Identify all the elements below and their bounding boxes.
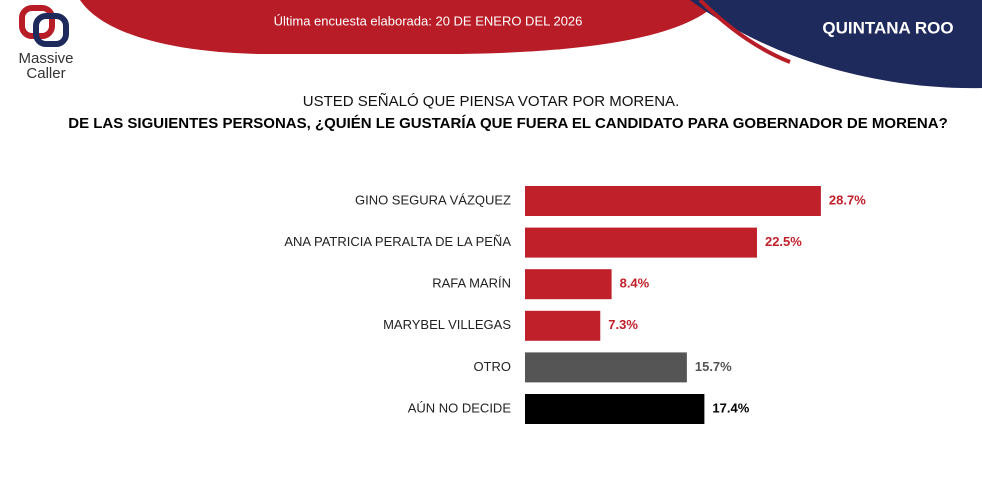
region: QUINTANA ROO	[822, 18, 953, 37]
logo-text: Caller	[26, 65, 65, 82]
category-label: RAFA MARÍN	[432, 276, 511, 291]
category-label: GINO SEGURA VÁZQUEZ	[355, 192, 511, 207]
bar	[525, 310, 601, 341]
bar	[525, 269, 612, 300]
survey-date: Última encuesta elaborada: 20 DE ENERO D…	[274, 13, 583, 28]
category-label: AÚN NO DECIDE	[408, 400, 512, 415]
value-label: 22.5%	[765, 234, 802, 249]
category-label: MARYBEL VILLEGAS	[383, 317, 511, 332]
value-label: 8.4%	[620, 276, 650, 291]
logo-icon	[19, 5, 69, 47]
header-wave	[80, 0, 720, 54]
bar	[525, 352, 687, 383]
category-label: ANA PATRICIA PERALTA DE LA PEÑA	[284, 234, 511, 249]
bar	[525, 227, 757, 258]
chart-title: DE LAS SIGUIENTES PERSONAS, ¿QUIÉN LE GU…	[68, 115, 948, 132]
value-label: 17.4%	[712, 400, 749, 415]
bar	[525, 186, 821, 216]
value-label: 7.3%	[608, 317, 638, 332]
chart-subtitle: USTED SEÑALÓ QUE PIENSA VOTAR POR MORENA…	[303, 93, 679, 110]
region-swoosh	[690, 0, 982, 89]
value-label: 15.7%	[695, 359, 732, 374]
logo-text: Massive	[18, 50, 73, 67]
bar	[525, 394, 705, 424]
swoosh-accent	[698, 0, 791, 64]
category-label: OTRO	[473, 359, 511, 374]
value-label: 28.7%	[829, 192, 866, 207]
